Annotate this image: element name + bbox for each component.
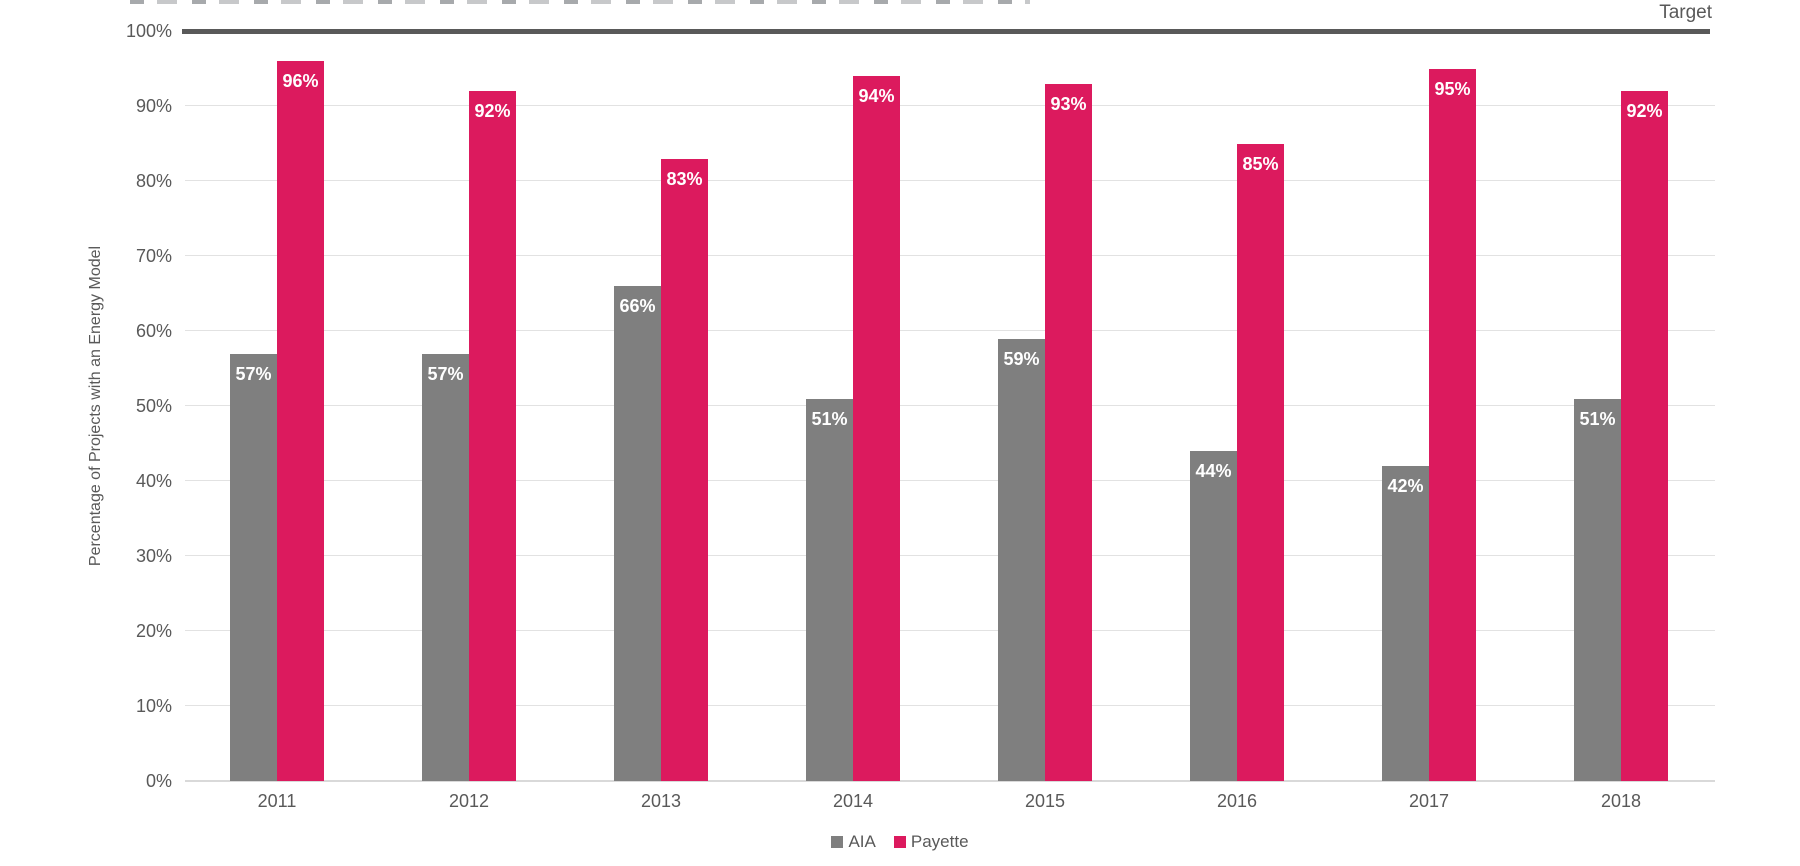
bar-payette-2017: 95%	[1429, 68, 1476, 781]
x-tick-label-2012: 2012	[448, 791, 490, 811]
bar-payette-2018: 92%	[1621, 91, 1668, 781]
y-tick-label-40: 40%	[135, 471, 172, 491]
bar-aia-2016: 44%	[1190, 451, 1237, 781]
gridline-10	[185, 705, 1715, 706]
bar-aia-2014: 51%	[806, 398, 853, 781]
y-tick-label-90: 90%	[135, 96, 172, 116]
target-line-label: Target	[1659, 2, 1712, 23]
legend-item-aia: AIA	[831, 832, 876, 852]
cropped-title-marks	[130, 0, 1030, 4]
bar-value-label: 51%	[811, 408, 848, 429]
gridline-90	[185, 105, 1715, 106]
bar-payette-2014: 94%	[853, 76, 900, 781]
y-tick-label-100: 100%	[125, 21, 172, 41]
legend: AIA Payette	[0, 832, 1800, 852]
x-tick-label-2016: 2016	[1216, 791, 1258, 811]
bar-value-label: 94%	[858, 86, 895, 106]
bar-value-label: 51%	[1579, 408, 1616, 429]
bar-payette-2016: 85%	[1237, 143, 1284, 781]
bar-value-label: 59%	[1003, 348, 1040, 369]
legend-label-aia: AIA	[848, 832, 876, 851]
legend-swatch-aia	[831, 836, 844, 848]
gridline-50	[185, 405, 1715, 406]
y-tick-label-30: 30%	[135, 546, 172, 566]
x-tick-label-2011: 2011	[257, 791, 297, 811]
y-tick-label-60: 60%	[135, 321, 172, 341]
bar-value-label: 85%	[1242, 153, 1279, 174]
bar-value-label: 66%	[619, 296, 656, 316]
legend-swatch-payette	[893, 836, 906, 848]
bar-aia-2015: 59%	[998, 338, 1045, 781]
bar-value-label: 44%	[1195, 461, 1232, 481]
y-tick-label-10: 10%	[135, 696, 172, 716]
gridline-20	[185, 630, 1715, 631]
bar-value-label: 83%	[666, 168, 703, 189]
gridline-80	[185, 180, 1715, 181]
x-tick-label-2015: 2015	[1024, 791, 1066, 811]
bar-value-label: 57%	[427, 363, 464, 384]
legend-label-payette: Payette	[910, 832, 969, 851]
gridline-30	[185, 555, 1715, 556]
x-tick-label-2017: 2017	[1408, 791, 1450, 811]
y-tick-label-50: 50%	[135, 396, 172, 416]
plot-area: 57% 96% 57% 92% 66% 83% 51% 94% 59% 93% 44% 85% 42% 9…	[185, 31, 1715, 782]
bar-aia-2011: 57%	[230, 353, 277, 781]
x-tick-label-2013: 2013	[640, 791, 682, 811]
x-tick-label-2014: 2014	[832, 791, 874, 811]
bar-aia-2017: 42%	[1382, 466, 1429, 781]
bar-aia-2013: 66%	[614, 286, 661, 781]
legend-item-payette: Payette	[893, 832, 969, 852]
gridline-60	[185, 330, 1715, 331]
y-tick-label-80: 80%	[135, 171, 172, 191]
bar-payette-2011: 96%	[277, 61, 324, 781]
bar-value-label: 95%	[1434, 78, 1471, 99]
y-tick-label-70: 70%	[135, 246, 172, 266]
y-tick-label-20: 20%	[135, 621, 172, 641]
bar-value-label: 57%	[235, 363, 272, 384]
x-tick-label-2018: 2018	[1600, 791, 1642, 811]
bar-value-label: 96%	[282, 71, 319, 91]
bar-value-label: 42%	[1387, 476, 1424, 496]
x-axis-line	[185, 780, 1715, 782]
target-line	[182, 29, 1710, 34]
y-tick-label-0: 0%	[145, 771, 172, 791]
bar-payette-2013: 83%	[661, 158, 708, 781]
bar-payette-2012: 92%	[469, 91, 516, 781]
gridline-70	[185, 255, 1715, 256]
bar-aia-2012: 57%	[422, 353, 469, 781]
bar-value-label: 93%	[1050, 93, 1087, 114]
bar-aia-2018: 51%	[1574, 398, 1621, 781]
bar-payette-2015: 93%	[1045, 83, 1092, 781]
bar-value-label: 92%	[1626, 101, 1663, 121]
gridline-40	[185, 480, 1715, 481]
bar-value-label: 92%	[474, 101, 511, 121]
